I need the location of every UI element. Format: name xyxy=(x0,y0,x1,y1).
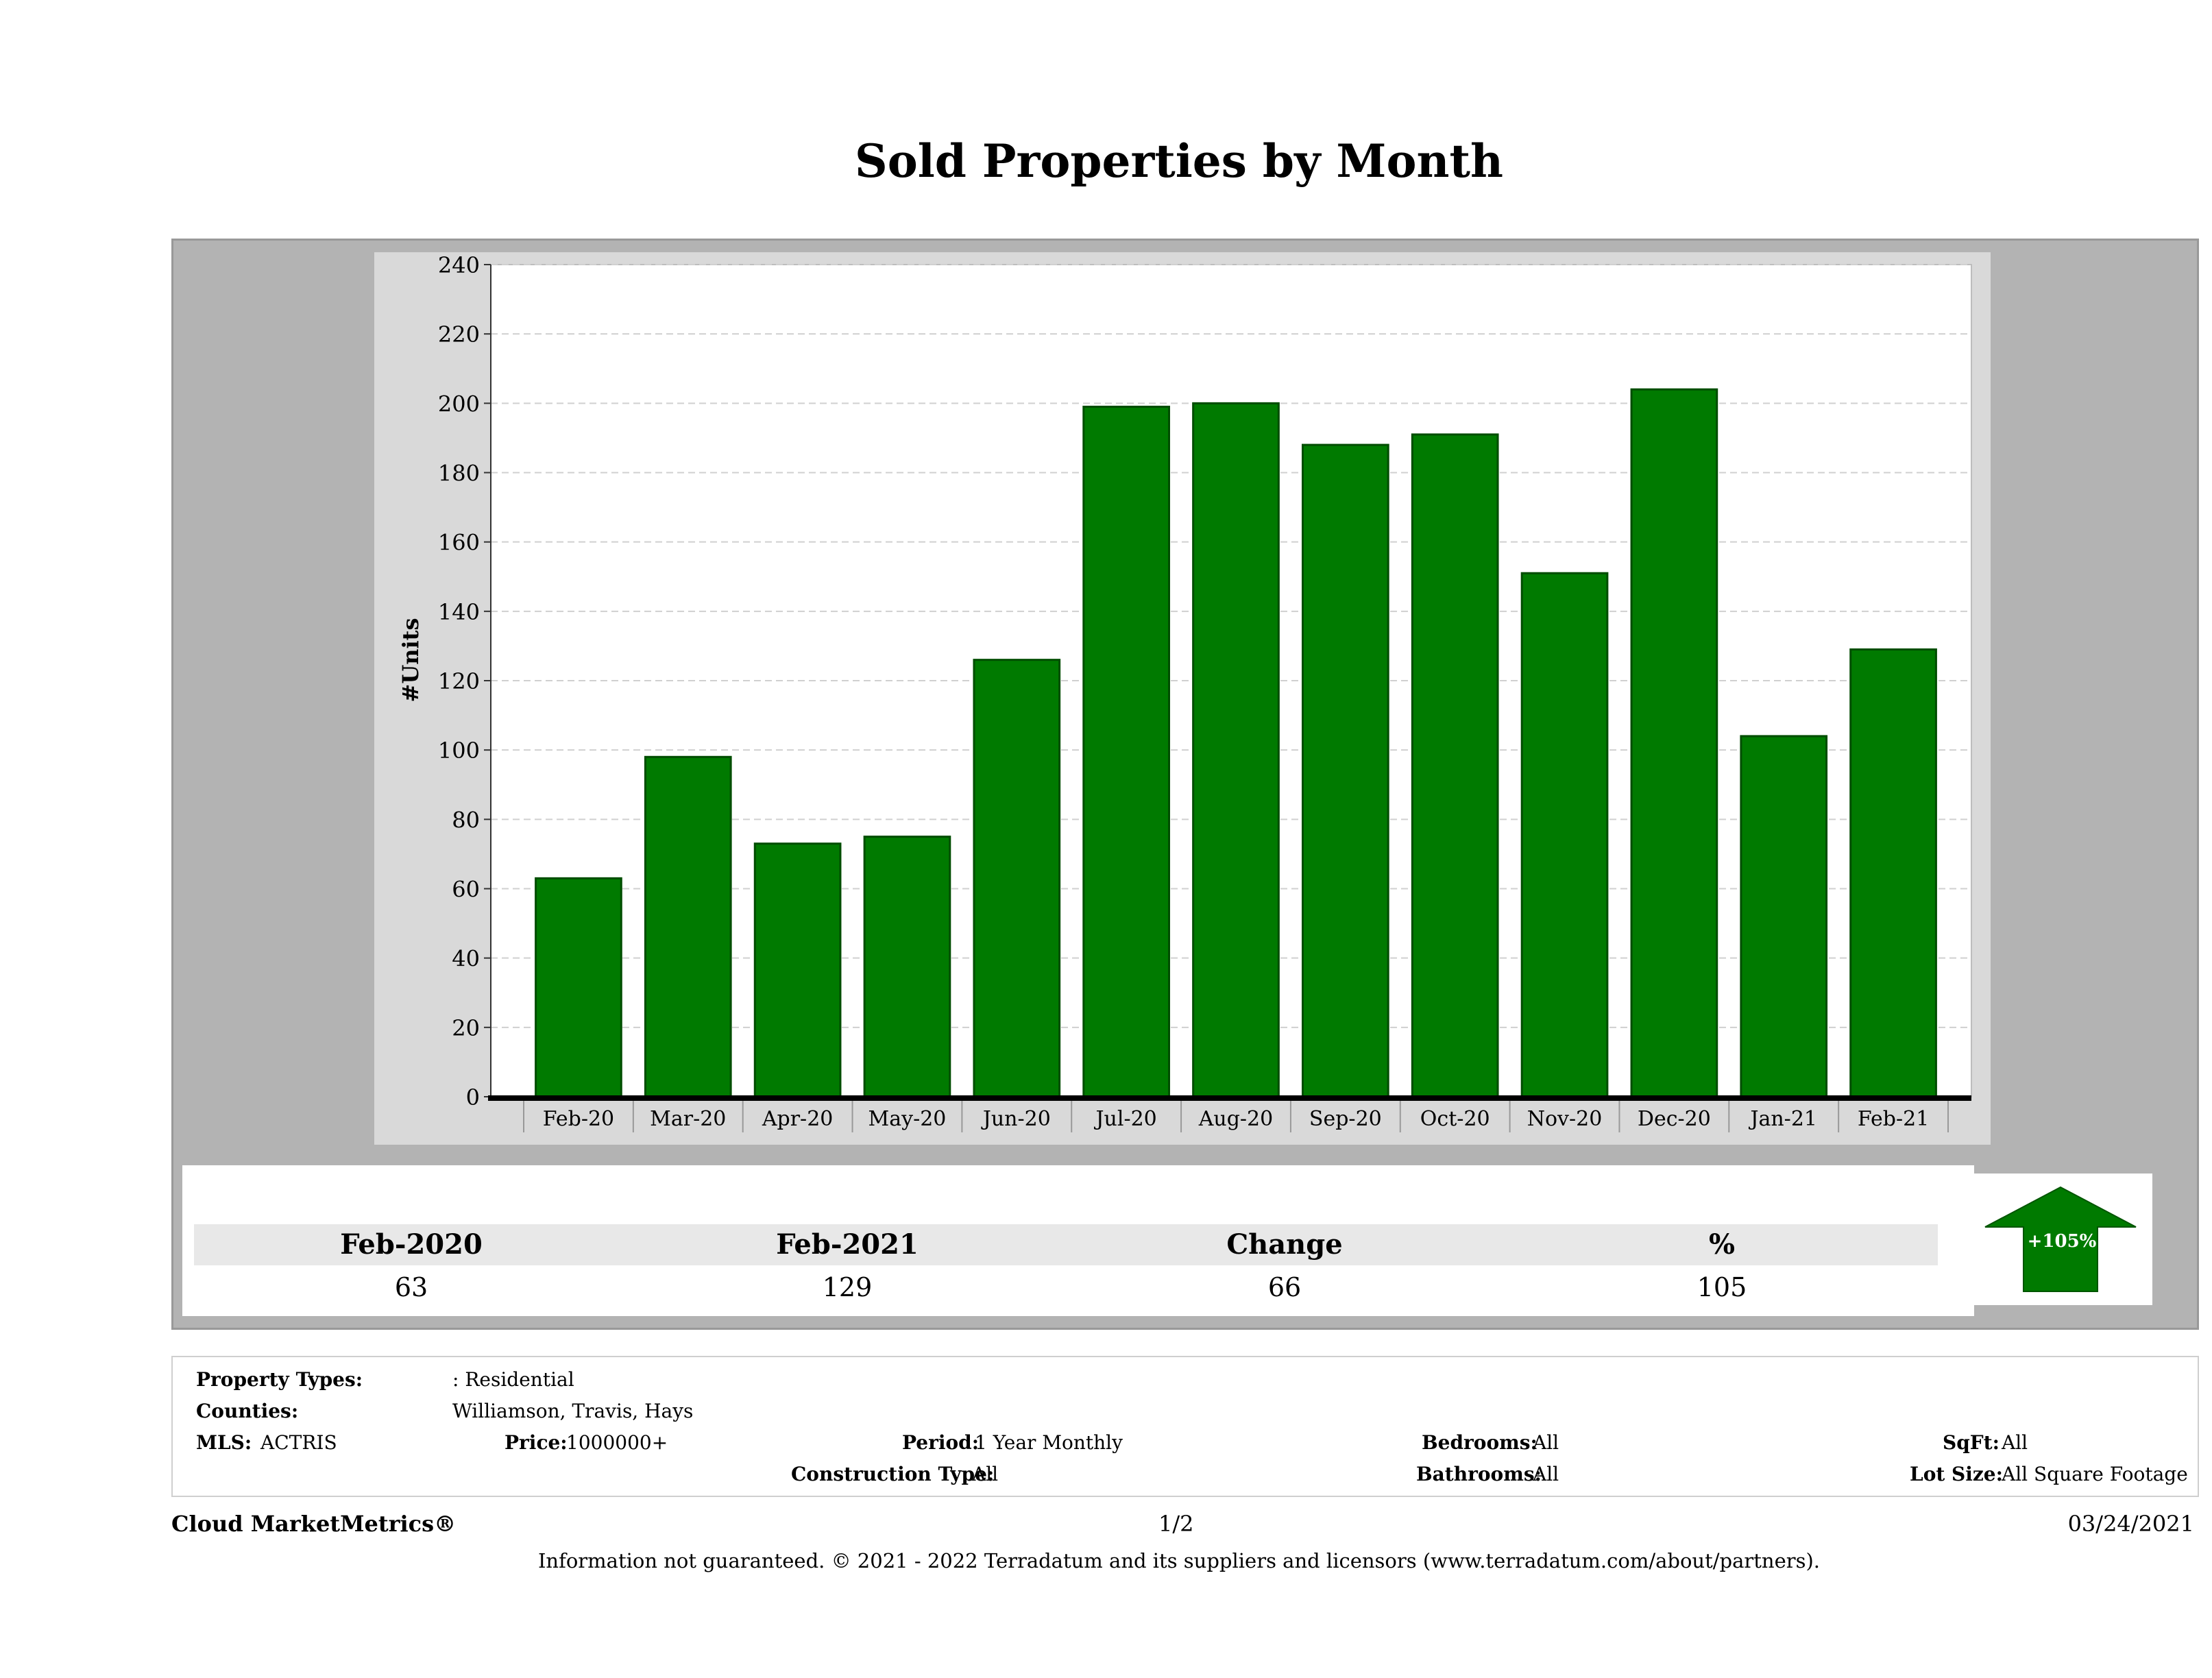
bedrooms-value: All xyxy=(1533,1431,1559,1454)
bar xyxy=(973,659,1061,1098)
summary-header-start: Feb-2020 xyxy=(340,1228,483,1261)
y-tick-label: 160 xyxy=(438,530,480,556)
counties-label: Counties: xyxy=(196,1400,299,1422)
mls-value: ACTRIS xyxy=(260,1431,337,1454)
x-tick-label: Jun-20 xyxy=(981,1107,1051,1131)
x-tick-label: May-20 xyxy=(868,1107,947,1131)
y-tick-label: 140 xyxy=(438,599,480,625)
lot-size-label: Lot Size: xyxy=(1910,1463,2003,1485)
y-tick-label: 60 xyxy=(452,877,480,903)
summary-blank-row xyxy=(194,1179,1938,1223)
summary-value-row xyxy=(194,1269,1938,1308)
bar xyxy=(1630,388,1718,1098)
bar xyxy=(535,877,622,1098)
page-title: Sold Properties by Month xyxy=(855,134,1503,188)
x-tick-label: Nov-20 xyxy=(1527,1107,1603,1131)
bathrooms-value: All xyxy=(1533,1463,1559,1485)
summary-header-row xyxy=(194,1224,1938,1265)
x-tick-label: Jul-20 xyxy=(1094,1107,1157,1131)
y-tick-label: 220 xyxy=(438,321,480,348)
x-tick-label: Feb-21 xyxy=(1858,1107,1929,1131)
x-tick-label: Aug-20 xyxy=(1198,1107,1274,1131)
x-tick-label: Apr-20 xyxy=(762,1107,834,1131)
change-badge-label: +105% xyxy=(2027,1231,2097,1252)
y-axis-title: #Units xyxy=(398,618,424,703)
period-label: Period: xyxy=(902,1431,980,1454)
bar xyxy=(753,842,842,1098)
y-tick-label: 180 xyxy=(438,461,480,487)
y-tick-label: 40 xyxy=(452,946,480,972)
summary-header-end: Feb-2021 xyxy=(776,1228,919,1261)
period-value: 1 Year Monthly xyxy=(975,1431,1123,1454)
lot-size-value: All Square Footage xyxy=(2002,1463,2188,1485)
x-tick-label: Feb-20 xyxy=(543,1107,614,1131)
construction-type-label: Construction Type: xyxy=(791,1463,995,1485)
y-tick-label: 120 xyxy=(438,668,480,694)
y-tick-label: 80 xyxy=(452,807,480,833)
x-tick-label: Mar-20 xyxy=(650,1107,726,1131)
y-tick-label: 20 xyxy=(452,1015,480,1041)
up-arrow-icon xyxy=(1984,1186,2137,1292)
bar xyxy=(644,755,732,1098)
footer-date: 03/24/2021 xyxy=(2067,1511,2194,1537)
summary-value-start: 63 xyxy=(394,1272,428,1302)
bar xyxy=(863,836,951,1098)
bar xyxy=(1740,735,1828,1098)
x-tick-label: Oct-20 xyxy=(1420,1107,1490,1131)
filters-panel xyxy=(171,1356,2199,1497)
price-value: 1000000+ xyxy=(566,1431,668,1454)
sqft-value: All xyxy=(2002,1431,2028,1454)
footer-page-number: 1/2 xyxy=(1158,1511,1194,1537)
bar xyxy=(1520,572,1609,1098)
bar xyxy=(1411,433,1499,1098)
summary-value-change: 66 xyxy=(1267,1272,1302,1302)
construction-type-value: All xyxy=(972,1463,999,1485)
footer-brand: Cloud MarketMetrics® xyxy=(171,1511,457,1537)
counties-value: Williamson, Travis, Hays xyxy=(452,1400,694,1422)
bathrooms-label: Bathrooms: xyxy=(1416,1463,1542,1485)
property-types-label: Property Types: xyxy=(196,1368,363,1391)
bedrooms-label: Bedrooms: xyxy=(1422,1431,1538,1454)
bar xyxy=(1302,443,1389,1098)
bar xyxy=(1082,405,1170,1098)
y-tick-label: 100 xyxy=(438,738,480,764)
x-tick-label: Sep-20 xyxy=(1309,1107,1382,1131)
summary-value-end: 129 xyxy=(822,1272,873,1302)
footer-disclaimer: Information not guaranteed. © 2021 - 202… xyxy=(537,1549,1821,1572)
bar xyxy=(1849,648,1937,1098)
summary-header-change: Change xyxy=(1226,1228,1343,1261)
property-types-value: : Residential xyxy=(452,1368,574,1391)
mls-label: MLS: xyxy=(196,1431,252,1454)
summary-value-percent: 105 xyxy=(1697,1272,1747,1302)
y-tick-label: 200 xyxy=(438,391,480,417)
sqft-label: SqFt: xyxy=(1943,1431,2000,1454)
bar-chart: 0 20 40 60 80 100 120 140 160 180 200 220 240 Feb-20 M… xyxy=(398,252,1972,1132)
bar xyxy=(1192,402,1280,1098)
x-tick-label: Jan-21 xyxy=(1748,1107,1817,1131)
y-tick-label: 240 xyxy=(438,252,480,278)
summary-header-percent: % xyxy=(1708,1228,1735,1261)
y-tick-label: 0 xyxy=(466,1084,480,1110)
x-tick-label: Dec-20 xyxy=(1638,1107,1711,1131)
price-label: Price: xyxy=(505,1431,568,1454)
